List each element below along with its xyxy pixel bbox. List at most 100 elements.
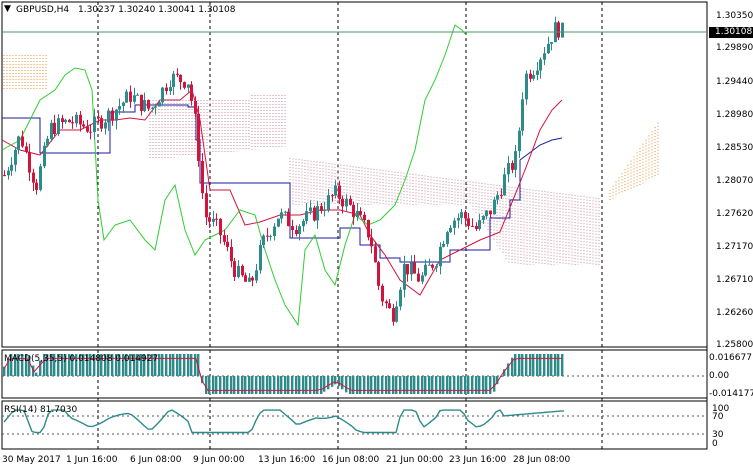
price-candle-body: [197, 113, 200, 161]
rsi-tick: 100: [712, 404, 730, 414]
price-candle-body: [410, 262, 413, 275]
macd-histogram-bar: [341, 376, 344, 390]
price-candle-body: [305, 211, 308, 221]
price-candle-body: [251, 277, 254, 281]
price-candle-body: [64, 119, 67, 123]
price-candle-body: [82, 124, 85, 127]
price-candle-body: [32, 172, 35, 183]
macd-histogram-bar: [86, 354, 89, 376]
macd-histogram-bar: [136, 354, 139, 376]
macd-histogram-bar: [89, 354, 92, 376]
macd-histogram-bar: [226, 376, 229, 394]
macd-histogram-bar: [169, 354, 172, 376]
time-tick: 21 Jun 00:00: [386, 455, 444, 465]
macd-histogram-bar: [446, 376, 449, 394]
price-candle-body: [10, 164, 13, 171]
price-candle-body: [406, 264, 409, 275]
price-candle-body: [547, 43, 550, 54]
macd-histogram-bar: [543, 354, 546, 376]
macd-histogram-bar: [460, 376, 463, 394]
macd-histogram-bar: [399, 376, 402, 394]
price-candle-body: [331, 195, 334, 197]
price-candle-body: [71, 122, 74, 124]
price-candle-body: [532, 74, 535, 79]
price-candle-body: [179, 74, 182, 83]
macd-histogram-bar: [334, 376, 337, 385]
macd-histogram-bar: [442, 376, 445, 394]
price-tick: 1.26260: [716, 308, 753, 318]
price-candle-body: [518, 130, 521, 152]
price-candle-body: [543, 53, 546, 60]
macd-histogram-bar: [359, 376, 362, 394]
price-candle-body: [403, 264, 406, 290]
time-tick: 28 Jun 08:00: [513, 455, 571, 465]
macd-histogram-bar: [395, 376, 398, 394]
macd-histogram-bar: [143, 354, 146, 376]
macd-histogram-bar: [97, 354, 100, 376]
price-candle-body: [172, 73, 175, 87]
price-candle-body: [500, 195, 503, 197]
price-candle-body: [61, 118, 64, 123]
price-candle-body: [475, 225, 478, 229]
macd-histogram-bar: [208, 376, 211, 394]
price-candle-body: [298, 226, 301, 234]
price-candle-body: [35, 182, 38, 190]
macd-histogram-bar: [421, 376, 424, 394]
macd-histogram-bar: [53, 354, 56, 376]
collapse-triangle-icon[interactable]: ▼: [4, 4, 11, 14]
main-pane-frame: [1, 1, 708, 348]
macd-histogram-bar: [68, 354, 71, 376]
macd-histogram-bar: [280, 376, 283, 394]
price-candle-body: [158, 102, 161, 107]
time-tick: 13 Jun 16:00: [258, 455, 316, 465]
macd-histogram-bar: [93, 354, 96, 376]
price-candle-body: [233, 261, 236, 277]
macd-histogram-bar: [190, 354, 193, 376]
price-candle-body: [536, 70, 539, 75]
price-candle-body: [395, 306, 398, 322]
price-candle-body: [417, 273, 420, 282]
price-candle-body: [43, 145, 46, 167]
macd-histogram-bar: [287, 376, 290, 394]
macd-histogram-bar: [385, 376, 388, 394]
macd-histogram-bar: [50, 354, 53, 376]
price-candle-body: [399, 289, 402, 307]
price-tick: 1.26710: [716, 275, 753, 285]
price-candle-body: [435, 266, 438, 268]
rsi-line: [3, 409, 564, 434]
price-candle-body: [449, 227, 452, 233]
macd-histogram-bar: [17, 354, 20, 376]
macd-histogram-bar: [514, 354, 517, 376]
price-candle-body: [3, 175, 6, 177]
macd-histogram-bar: [61, 354, 64, 376]
macd-histogram-bar: [161, 354, 164, 376]
macd-tick: 0.00: [709, 371, 730, 381]
price-candle-body: [367, 220, 370, 238]
kijun-sen-line: [2, 104, 563, 263]
macd-histogram-bar: [496, 376, 499, 385]
macd-histogram-bar: [125, 354, 128, 376]
price-candle-body: [489, 210, 492, 215]
macd-signal-line: [3, 357, 562, 391]
macd-histogram-bar: [129, 354, 132, 376]
macd-histogram-bar: [410, 376, 413, 394]
price-candle-body: [133, 95, 136, 102]
price-candle-body: [100, 118, 103, 129]
macd-histogram-bar: [241, 376, 244, 394]
price-candle-body: [212, 218, 215, 222]
macd-histogram-bar: [320, 376, 323, 394]
macd-histogram-bar: [187, 354, 190, 376]
price-candle-body: [514, 151, 517, 170]
price-candle-body: [187, 84, 190, 88]
macd-histogram-bar: [111, 354, 114, 376]
price-candle-body: [39, 166, 42, 190]
macd-histogram-bar: [147, 354, 150, 376]
macd-histogram-bar: [14, 354, 17, 376]
price-tick: 1.25800: [716, 340, 753, 350]
price-candle-body: [14, 149, 17, 165]
price-candle-body: [194, 100, 197, 114]
macd-histogram-bar: [338, 376, 341, 387]
price-candle-body: [345, 198, 348, 207]
